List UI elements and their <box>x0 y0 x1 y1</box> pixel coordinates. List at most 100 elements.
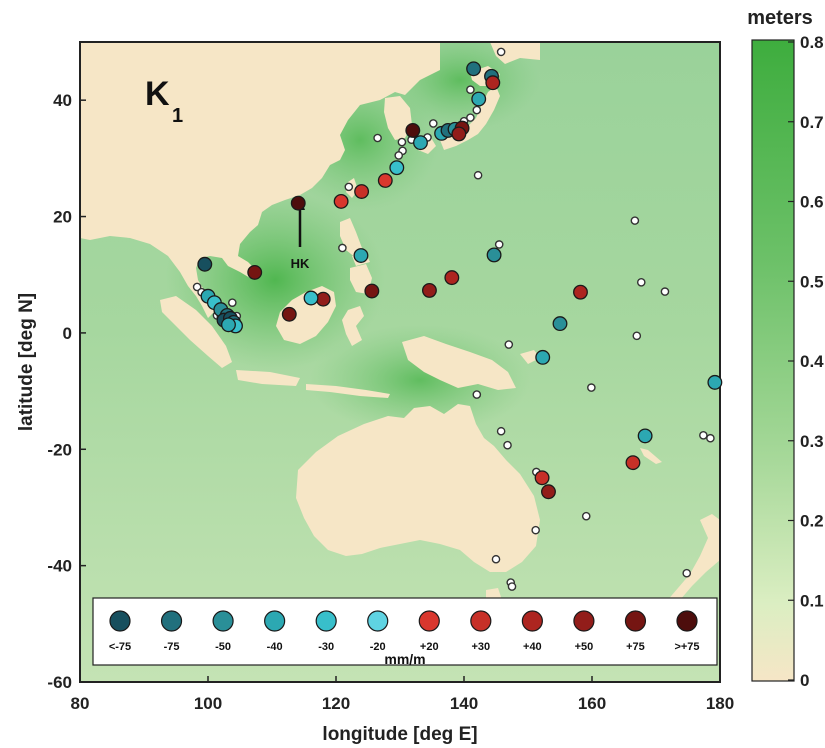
station-marker <box>625 455 641 471</box>
x-tick-label: 100 <box>194 694 222 713</box>
y-tick-label: 0 <box>63 324 72 343</box>
y-tick-label: 20 <box>53 208 72 227</box>
y-tick-label: 40 <box>53 91 72 110</box>
legend: <-75 -75 -50 -40 -30 -20 +20 +30 +40 +50 +75 >+75 m… <box>92 597 718 667</box>
legend-label: -20 <box>370 641 386 653</box>
small-station-marker <box>587 383 596 392</box>
station-marker <box>389 160 405 176</box>
map-frame <box>79 41 721 683</box>
small-station-marker <box>192 282 202 292</box>
y-axis-ticks: 40 20 0 -20 -40 -60 <box>47 91 86 692</box>
station-marker <box>637 428 653 444</box>
station-marker <box>281 306 297 322</box>
y-tick-label: -60 <box>47 673 72 692</box>
sakhalin-kamchatka <box>490 42 540 64</box>
station-marker <box>541 484 556 500</box>
legend-marker <box>264 610 286 632</box>
small-station-marker <box>494 240 504 249</box>
colorbar-tick-label: 0.5 <box>800 272 824 291</box>
small-station-marker <box>228 298 237 307</box>
sulawesi <box>342 306 364 346</box>
legend-marker <box>521 610 543 632</box>
legend-label: -40 <box>267 641 283 653</box>
legend-label: -30 <box>318 641 334 653</box>
java <box>236 370 300 386</box>
panel-subscript: 1 <box>172 105 183 127</box>
y-axis-label: latitude [deg N] <box>16 293 37 431</box>
legend-marker <box>418 610 440 632</box>
small-station-marker <box>682 568 692 578</box>
colorbar-tick-label: 0.2 <box>800 512 824 531</box>
small-station-marker <box>699 431 708 440</box>
bismarck-islands <box>520 350 540 364</box>
legend-label: +40 <box>523 641 542 653</box>
station-marker <box>333 193 349 209</box>
colorbar-scale <box>751 39 795 682</box>
small-station-marker <box>466 113 475 122</box>
small-station-marker <box>397 137 407 147</box>
legend-label: >+75 <box>674 641 699 653</box>
station-marker <box>486 247 502 263</box>
small-station-marker <box>496 47 506 57</box>
legend-marker <box>160 610 183 632</box>
x-axis-label: longitude [deg E] <box>322 724 477 745</box>
new-caledonia <box>640 448 662 464</box>
colorbar-ticks: 0 0.1 0.2 0.3 0.4 0.5 0.6 0.7 0.8 <box>788 33 824 690</box>
korea-peninsula <box>384 96 412 140</box>
station-marker <box>354 184 370 199</box>
station-marker <box>451 126 467 142</box>
legend-label: -75 <box>164 641 180 653</box>
legend-label: -50 <box>215 641 231 653</box>
colorbar-tick-label: 0.3 <box>800 432 824 451</box>
station-marker <box>421 282 437 298</box>
x-tick-label: 80 <box>71 694 90 713</box>
x-tick-label: 140 <box>450 694 478 713</box>
legend-marker <box>212 610 234 632</box>
station-marker <box>535 349 551 365</box>
station-marker <box>707 374 723 390</box>
colorbar-tick-label: 0.8 <box>800 33 824 52</box>
small-station-marker <box>504 340 514 349</box>
small-station-marker <box>491 554 501 564</box>
legend-marker <box>367 610 389 632</box>
small-station-marker <box>531 525 540 535</box>
colorbar-tick-label: 0.4 <box>800 352 824 371</box>
station-marker <box>290 195 306 211</box>
station-marker <box>303 290 319 306</box>
colorbar: meters 0 0.1 0.2 0.3 0.4 0.5 0.6 0.7 0.8 <box>747 7 824 690</box>
colorbar-tick-label: 0 <box>800 671 809 690</box>
small-station-marker <box>660 287 670 296</box>
colorbar-tick-label: 0.1 <box>800 591 824 610</box>
legend-items: <-75 -75 -50 -40 -30 -20 +20 +30 +40 +50 +75 >+75 <box>109 610 700 653</box>
station-marker <box>534 470 550 486</box>
small-station-marker <box>507 582 517 591</box>
trend-stations <box>197 61 723 500</box>
asia-landmass <box>80 42 440 318</box>
legend-marker <box>470 610 492 632</box>
station-marker <box>247 264 263 280</box>
station-marker <box>471 91 487 107</box>
x-tick-label: 160 <box>578 694 606 713</box>
legend-marker <box>676 610 698 632</box>
station-marker <box>485 75 501 91</box>
small-station-marker <box>472 390 482 399</box>
y-tick-label: -40 <box>47 557 72 576</box>
small-station-marker <box>706 433 715 443</box>
station-marker <box>573 284 588 300</box>
y-tick-label: -20 <box>47 440 72 459</box>
x-tick-label: 120 <box>322 694 350 713</box>
arafura-high <box>310 325 530 435</box>
sumatra <box>160 296 232 368</box>
legend-label: +75 <box>626 641 645 653</box>
small-station-marker <box>581 511 591 521</box>
legend-label: +30 <box>471 641 490 653</box>
legend-label: +20 <box>420 641 439 653</box>
map-panel <box>80 42 720 682</box>
small-station-marker <box>636 277 646 287</box>
x-tick-label: 180 <box>706 694 734 713</box>
colorbar-tick-label: 0.7 <box>800 113 824 132</box>
station-marker <box>466 61 482 77</box>
new-guinea <box>402 336 516 390</box>
station-marker <box>315 291 331 307</box>
hk-label: HK <box>291 256 310 271</box>
